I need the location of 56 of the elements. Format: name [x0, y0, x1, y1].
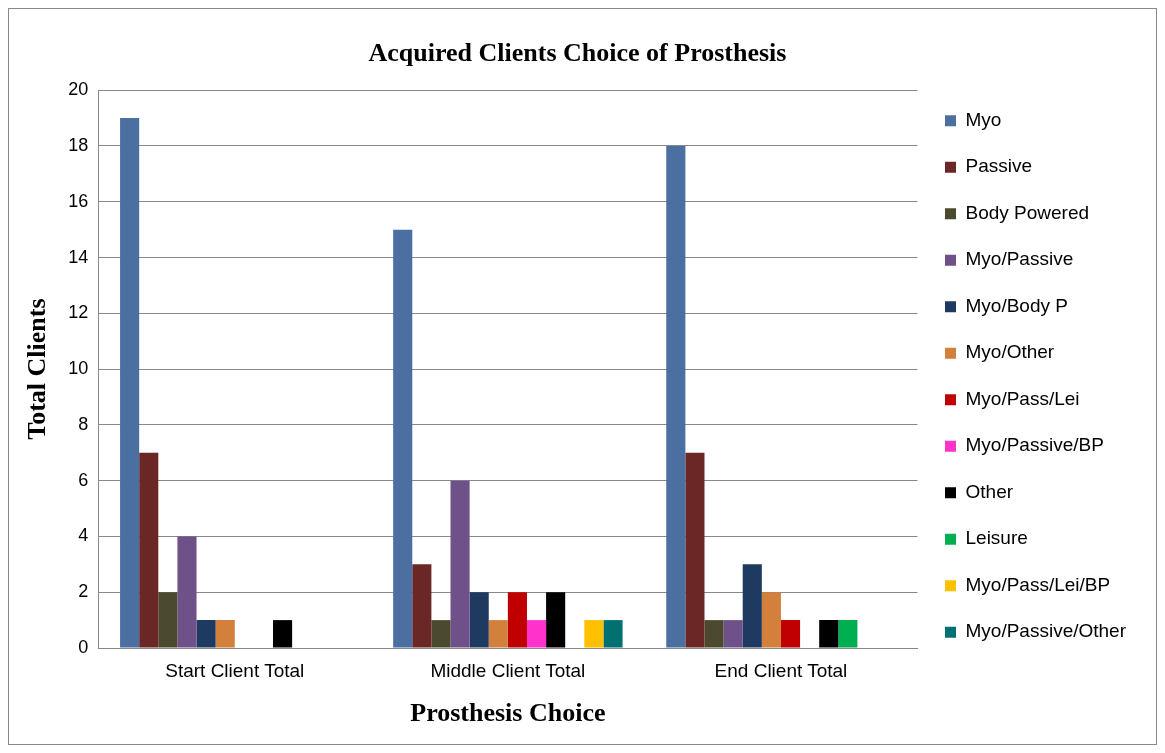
- x-tick-label: Middle Client Total: [430, 659, 586, 681]
- bar: [488, 620, 508, 648]
- bar: [431, 620, 451, 648]
- bar: [838, 620, 858, 648]
- chart-title: Acquired Clients Choice of Prosthesis: [368, 38, 787, 68]
- bar: [469, 592, 489, 648]
- bar: [546, 592, 566, 648]
- legend-label: Myo/Pass/Lei: [965, 387, 1080, 409]
- y-tick-label: 18: [68, 134, 89, 155]
- legend-label: Myo/Other: [965, 341, 1055, 363]
- x-axis-title: Prosthesis Choice: [410, 698, 606, 728]
- legend-label: Myo/Pass/Lei/BP: [965, 573, 1111, 595]
- bar: [215, 620, 235, 648]
- y-tick-label: 12: [68, 302, 89, 323]
- bar: [507, 592, 527, 648]
- x-tick-label: Start Client Total: [165, 659, 305, 681]
- bar: [819, 620, 839, 648]
- bar: [273, 620, 293, 648]
- bar: [742, 564, 762, 648]
- bar: [761, 592, 781, 648]
- legend-label: Myo/Body P: [965, 294, 1068, 316]
- y-axis-title: Total Clients: [22, 298, 52, 440]
- bar: [685, 452, 705, 648]
- legend-label: Leisure: [965, 527, 1028, 549]
- legend-label: Myo: [965, 108, 1002, 130]
- y-tick-label: 10: [68, 358, 89, 379]
- bar: [158, 592, 178, 648]
- y-tick-label: 8: [78, 413, 89, 434]
- bar: [450, 480, 470, 648]
- bar: [723, 620, 743, 648]
- bar: [177, 536, 197, 648]
- x-tick-label: End Client Total: [714, 659, 848, 681]
- bar: [393, 229, 413, 648]
- bar: [196, 620, 216, 648]
- bar: [666, 145, 686, 648]
- y-tick-label: 4: [78, 525, 89, 546]
- y-tick-label: 20: [68, 79, 89, 100]
- legend-label: Passive: [965, 155, 1033, 177]
- y-tick-label: 6: [78, 469, 89, 490]
- y-tick-label: 14: [68, 246, 89, 267]
- bar: [412, 564, 432, 648]
- bar: [584, 620, 604, 648]
- legend-label: Body Powered: [965, 201, 1090, 223]
- y-tick-label: 16: [68, 190, 89, 211]
- y-tick-label: 2: [78, 581, 89, 602]
- y-tick-label: 0: [78, 636, 89, 657]
- bar: [780, 620, 801, 648]
- legend-label: Other: [965, 480, 1014, 502]
- legend-label: Myo/Passive/Other: [965, 620, 1127, 642]
- bar: [526, 620, 547, 648]
- bar: [120, 118, 140, 648]
- legend-label: Myo/Passive/BP: [965, 434, 1104, 456]
- legend-label: Myo/Passive: [965, 248, 1074, 270]
- bar: [704, 620, 724, 648]
- bar: [603, 620, 623, 648]
- bar: [139, 452, 159, 648]
